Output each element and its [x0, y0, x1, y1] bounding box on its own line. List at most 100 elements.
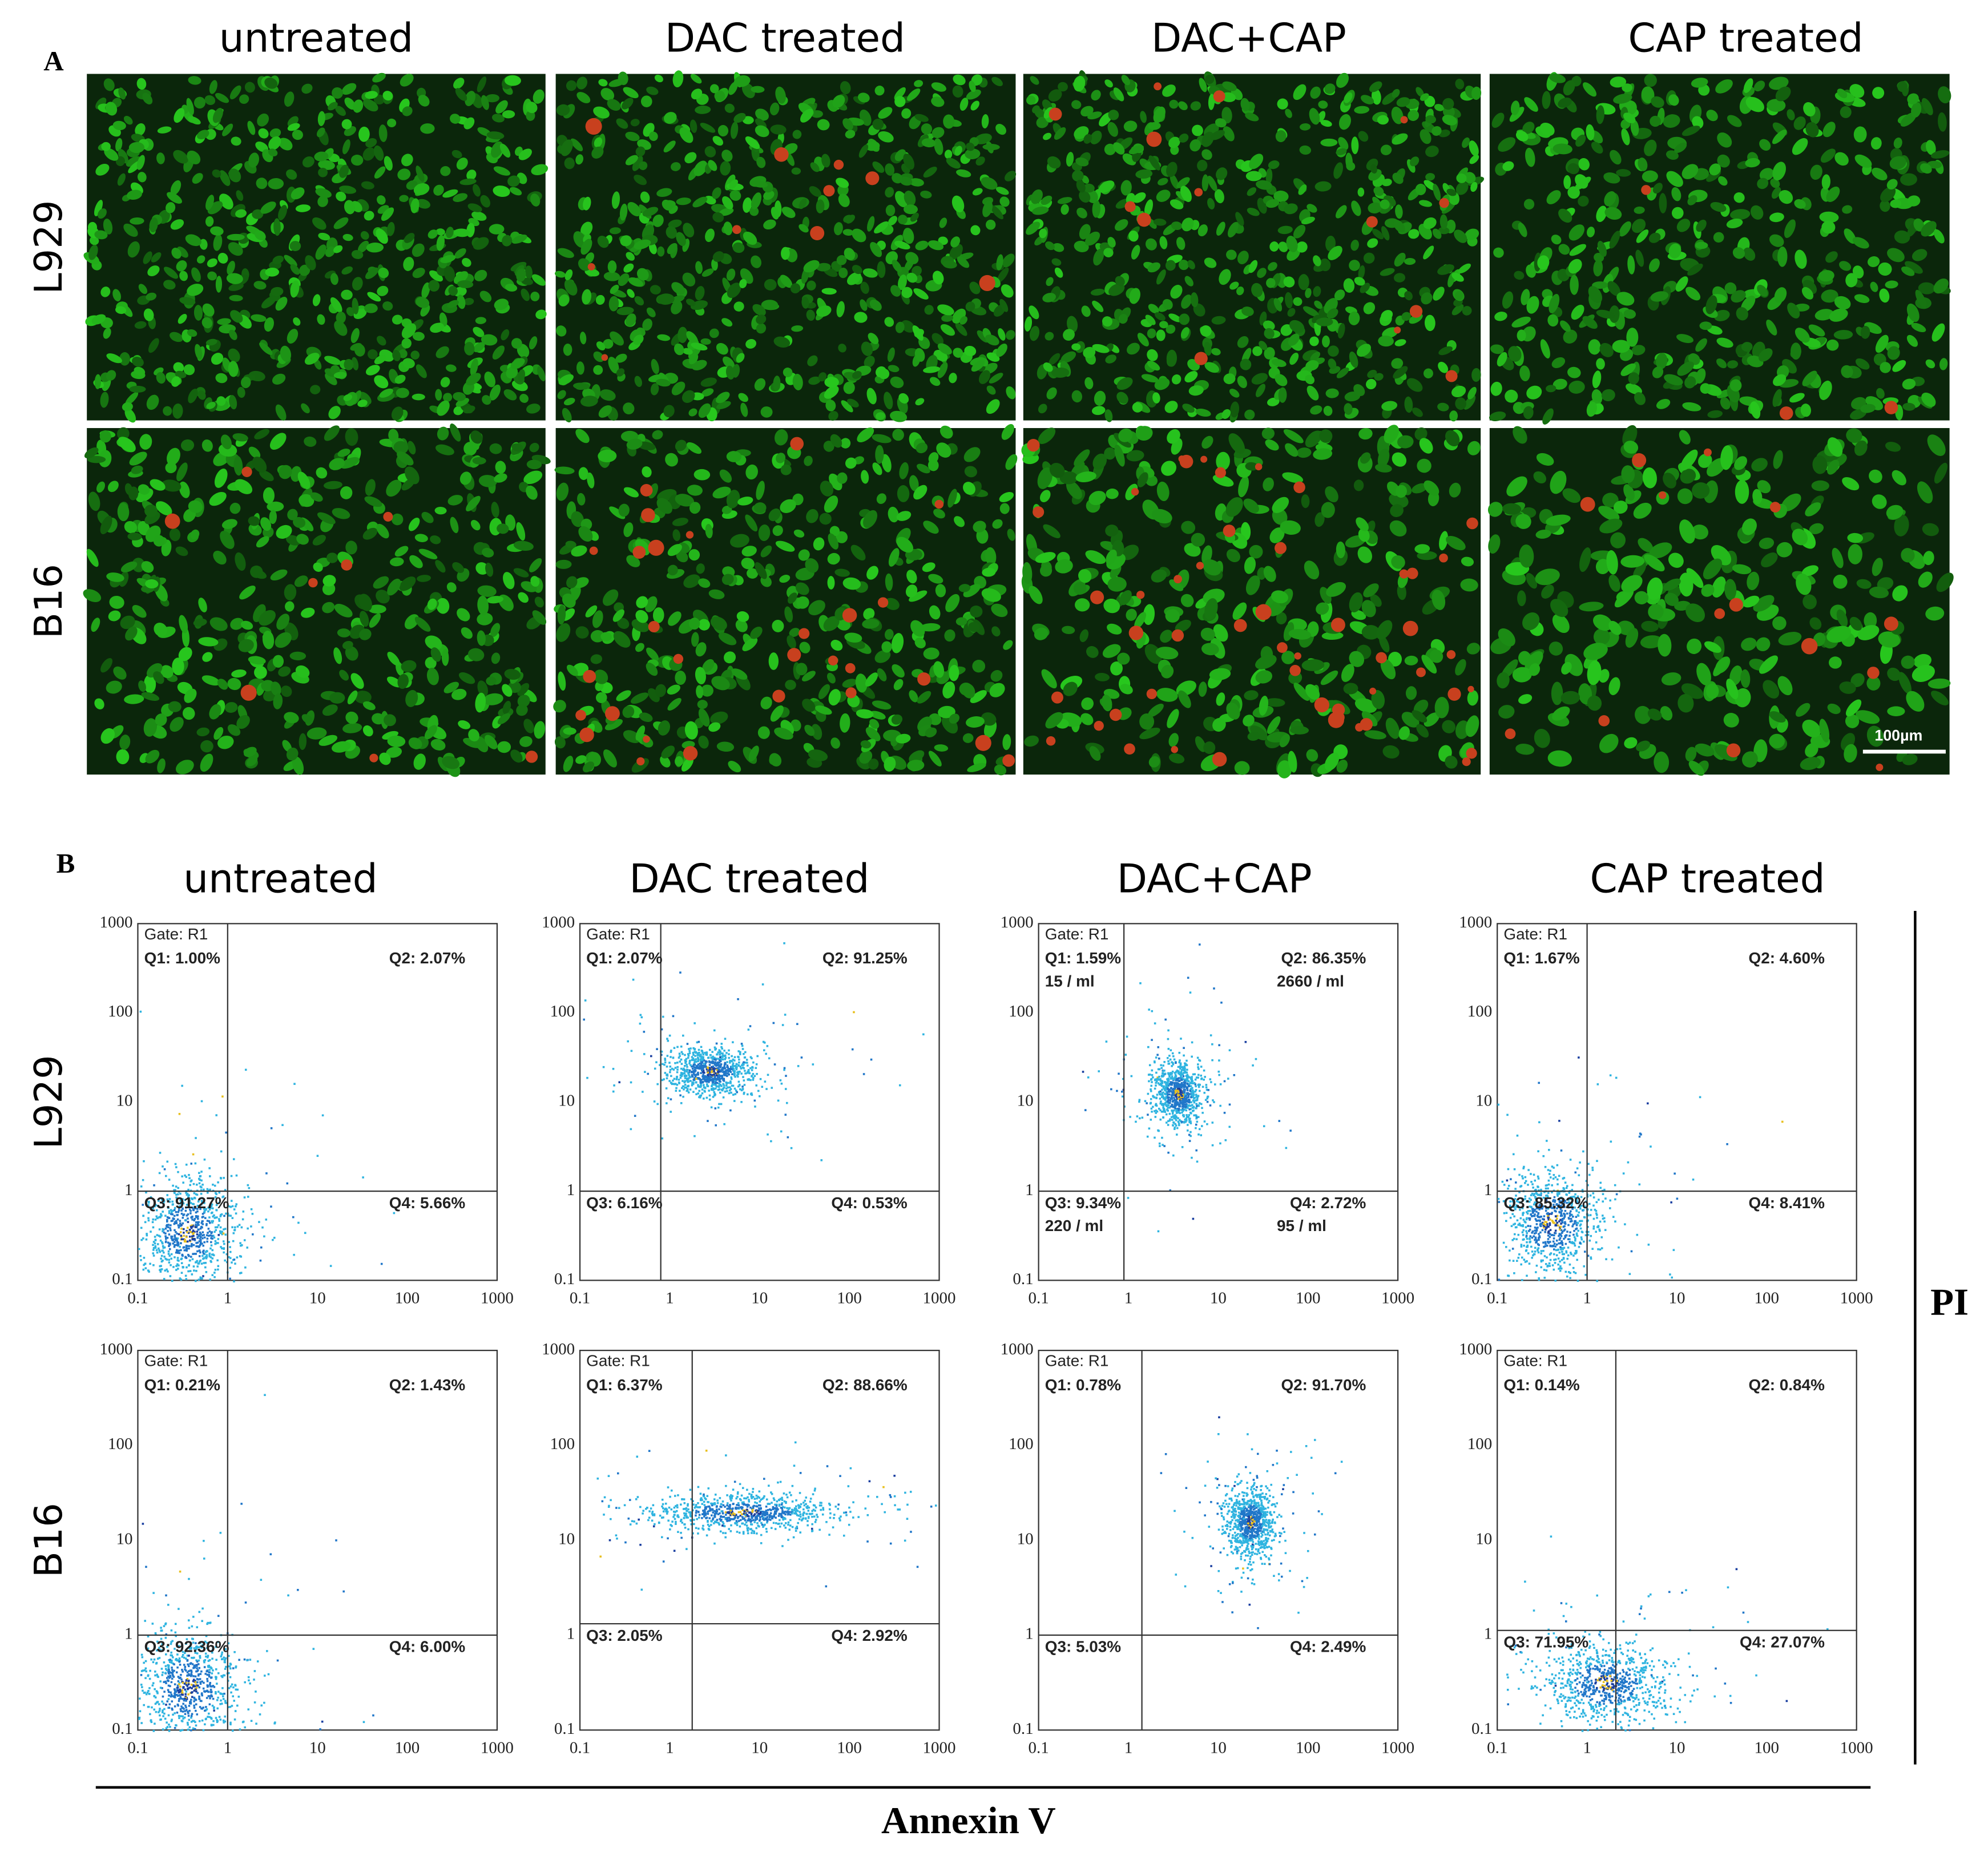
cell [443, 266, 455, 282]
cell [207, 258, 217, 268]
cell [344, 359, 354, 370]
event-dot [160, 1254, 163, 1257]
cell [352, 297, 359, 314]
cell [712, 136, 724, 146]
cell [146, 394, 159, 410]
event-dot [196, 1230, 199, 1233]
cell [535, 309, 547, 320]
column-header: CAP treated [1628, 15, 1864, 61]
event-dot [168, 1254, 171, 1257]
event-dot [211, 1257, 214, 1260]
dead-cell [1109, 708, 1122, 721]
cell [333, 372, 347, 379]
cell [1706, 683, 1719, 699]
cell [511, 338, 522, 349]
dead-cell [1146, 131, 1162, 147]
cell [391, 406, 404, 421]
cell [264, 317, 274, 332]
cell [212, 108, 223, 123]
cell [290, 264, 300, 275]
cell [657, 246, 665, 257]
cell [401, 154, 413, 167]
cell [318, 232, 330, 241]
cell [596, 341, 606, 350]
event-dot [218, 1220, 221, 1222]
cell [943, 114, 955, 129]
event-dot [292, 1216, 295, 1219]
cell [995, 124, 1006, 135]
cell [821, 154, 830, 168]
cell [362, 147, 376, 161]
cell [972, 188, 983, 196]
cell [464, 342, 475, 356]
y-tick-label: 1000 [100, 913, 133, 931]
event-dot [166, 1268, 168, 1271]
event-dot [199, 1241, 202, 1244]
event-dot [329, 1265, 332, 1267]
cell [344, 97, 356, 110]
event-dot [158, 1228, 161, 1230]
event-dot [202, 1275, 204, 1277]
event-dot [225, 1131, 227, 1134]
dead-cell [732, 225, 741, 235]
event-dot [194, 1162, 197, 1165]
dead-cell [648, 539, 664, 556]
cell [470, 358, 478, 376]
cell [459, 178, 477, 185]
cell [1791, 342, 1801, 360]
event-dot [211, 1234, 213, 1237]
cell [129, 385, 146, 393]
event-dot [201, 1237, 204, 1240]
cell [196, 255, 205, 264]
cell [247, 120, 256, 135]
dead-cell [865, 171, 880, 185]
event-dot [155, 1249, 158, 1252]
cell [191, 267, 201, 283]
cell [206, 402, 216, 409]
cell [117, 173, 126, 186]
panel-label: A [43, 45, 64, 76]
cell [937, 362, 948, 378]
event-dot [233, 1226, 236, 1229]
dead-cell [1213, 90, 1225, 103]
event-dot [680, 1102, 683, 1104]
cell [418, 95, 430, 107]
cell [518, 369, 526, 382]
event-dot [162, 1246, 165, 1249]
event-dot [185, 1278, 188, 1280]
cell [386, 221, 395, 236]
cell [227, 260, 235, 275]
event-dot [166, 1225, 168, 1227]
event-dot [201, 1231, 204, 1233]
dead-cell [1124, 743, 1135, 755]
event-dot [156, 1234, 159, 1236]
cell [481, 334, 498, 346]
cell [874, 221, 889, 234]
cell [318, 167, 328, 177]
cell [100, 392, 109, 408]
cell [864, 356, 875, 368]
event-dot [198, 1182, 201, 1185]
cell [600, 88, 615, 101]
cell [183, 364, 195, 376]
event-dot [164, 1215, 167, 1217]
dead-cell [1446, 650, 1456, 659]
y-tick-label: 100 [108, 1002, 133, 1020]
cell [890, 376, 904, 388]
cell [433, 184, 444, 196]
cell [399, 195, 409, 203]
cell [156, 372, 166, 384]
cell [453, 78, 465, 89]
cell [563, 727, 576, 735]
cell [435, 389, 442, 401]
cell [236, 190, 244, 201]
dead-cell [975, 735, 991, 751]
cell [878, 107, 893, 119]
cell [502, 235, 513, 247]
cell [412, 393, 425, 401]
cell [743, 197, 752, 213]
dead-cell [877, 597, 889, 608]
event-dot [163, 1278, 166, 1280]
event-dot [167, 1253, 170, 1255]
x-tick-label: 0.1 [127, 1289, 148, 1307]
